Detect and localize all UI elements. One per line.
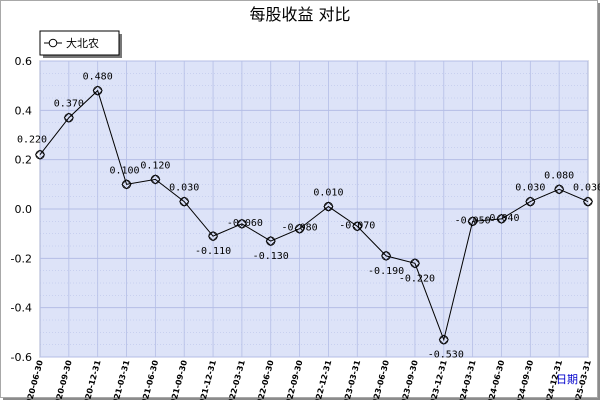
data-point: [35, 150, 45, 160]
x-tick-label: 2021-03-31: [110, 359, 132, 400]
x-tick-label: 2024-06-30: [484, 359, 506, 400]
legend-marker: [48, 38, 58, 48]
x-tick-label: 2021-09-30: [167, 359, 189, 400]
x-tick-label: 2023-09-30: [398, 359, 420, 400]
x-axis: 2020-06-30 2020-09-30 2020-12-31 2021-03-31…: [23, 359, 593, 400]
data-point: [266, 236, 276, 246]
x-tick-label: 2022-12-31: [311, 359, 333, 400]
data-label: 0.370: [54, 99, 84, 110]
y-axis: 0.6 0.4 0.2 0.0 -0.2 -0.4 -0.6: [11, 55, 32, 364]
x-tick-label: 2023-12-31: [427, 359, 449, 400]
data-label: 0.480: [83, 72, 113, 83]
data-label: -0.060: [227, 218, 263, 229]
data-point: [468, 216, 478, 226]
data-point: [237, 219, 247, 229]
x-tick-label: 2024-09-30: [513, 359, 535, 400]
data-label: -0.050: [455, 215, 491, 226]
x-tick-label: 2021-12-31: [196, 359, 218, 400]
legend: 大北农: [39, 30, 122, 58]
data-label: -0.040: [483, 213, 519, 224]
x-tick-label: 2022-06-30: [254, 359, 276, 400]
data-label: 0.010: [313, 188, 343, 199]
data-point: [352, 221, 362, 231]
data-point: [323, 201, 334, 212]
x-tick-label: 2022-09-30: [283, 359, 305, 400]
x-tick-label: 2020-09-30: [52, 359, 74, 400]
y-tick-label: 0.6: [15, 55, 33, 68]
data-label: -0.070: [339, 220, 375, 231]
data-label: 0.030: [169, 183, 199, 194]
period-link[interactable]: 日期: [556, 373, 578, 386]
data-point: [496, 214, 507, 224]
y-tick-label: 0.4: [15, 104, 33, 117]
data-label: 0.030: [515, 183, 545, 194]
data-label: 0.100: [109, 165, 139, 176]
y-tick-label: 0.2: [15, 154, 33, 167]
data-label: 0.120: [140, 160, 170, 171]
data-label: -0.220: [399, 273, 435, 284]
y-tick-label: -0.4: [11, 302, 32, 315]
chart-title: 每股收益 对比: [249, 5, 350, 24]
data-point: [410, 258, 420, 268]
data-label: 0.030: [573, 183, 600, 194]
data-point: [208, 231, 218, 241]
data-point: [525, 197, 535, 207]
series-layer: 0.220 0.370 0.480 0.100 0.120 0.030 -0.110 -0.0…: [17, 72, 600, 361]
data-point: [294, 224, 305, 234]
y-tick-label: 0.0: [15, 203, 33, 216]
data-point: [150, 174, 160, 184]
data-point: [554, 184, 564, 194]
series-line: [39, 89, 589, 342]
data-point: [381, 251, 391, 261]
y-tick-label: -0.2: [11, 252, 32, 265]
x-tick-label: 2022-03-31: [225, 359, 247, 400]
x-tick-label: 2024-03-31: [456, 359, 478, 400]
data-label: -0.110: [195, 246, 231, 257]
data-label: -0.130: [253, 251, 289, 262]
legend-label: 大北农: [66, 36, 99, 50]
y-tick-label: -0.6: [11, 351, 32, 364]
x-tick-label: 2020-12-31: [81, 359, 103, 400]
data-label: -0.530: [428, 350, 464, 361]
data-point: [179, 197, 189, 207]
data-label: 0.220: [17, 135, 47, 146]
x-tick-label: 2021-06-30: [138, 359, 160, 400]
x-tick-label: 2020-06-30: [23, 359, 45, 400]
data-point: [583, 197, 593, 207]
data-label: 0.080: [544, 170, 574, 181]
x-tick-label: 2023-06-30: [369, 359, 391, 400]
data-label: -0.190: [368, 266, 404, 277]
data-point: [439, 335, 449, 345]
data-point: [64, 113, 74, 123]
data-point: [121, 179, 132, 189]
data-point: [93, 86, 103, 96]
grid-lines: [39, 60, 589, 358]
data-label: -0.080: [282, 223, 318, 234]
x-tick-label: 2023-03-31: [340, 359, 362, 400]
